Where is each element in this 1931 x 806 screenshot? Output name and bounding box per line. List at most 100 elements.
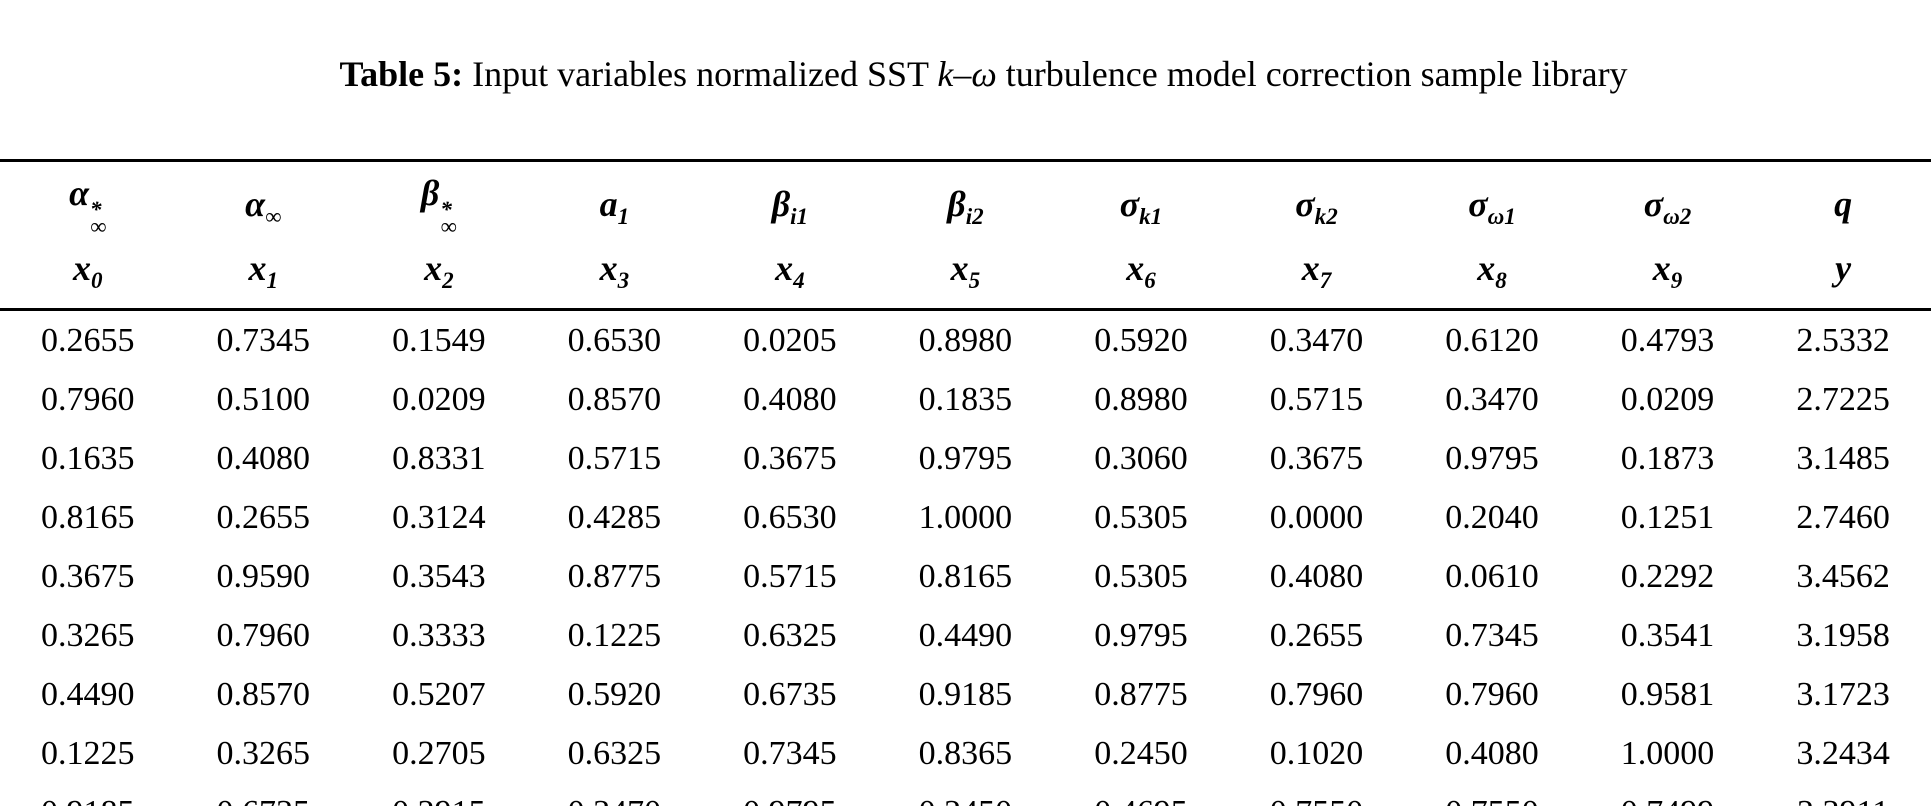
- table-cell: 0.6325: [743, 616, 837, 654]
- table-cell: 0.3470: [1445, 380, 1539, 418]
- table-cell: 0.8165: [41, 498, 135, 536]
- table-cell: 0.1251: [1620, 498, 1715, 536]
- column-variable-4: x4: [775, 248, 805, 294]
- table-cell: 0.5305: [1094, 557, 1188, 595]
- table-cell: 0.0209: [392, 380, 486, 418]
- table-cell: 0.4080: [743, 380, 837, 418]
- table-cell: 0.8980: [918, 321, 1013, 359]
- table-cell: 0.8980: [1094, 380, 1188, 418]
- table-cell: 0.3124: [392, 498, 486, 536]
- table-row: 0.1225 0.3265 0.2705 0.6325 0.7345 0.8365 0.24…: [0, 724, 1931, 783]
- table-row: 0.91850.67350.29150.34700.97950.24500.46…: [0, 783, 1931, 806]
- table-cell: 0.6735: [743, 675, 837, 713]
- table-cell: 0.4793: [1620, 321, 1715, 359]
- table-cell: 0.4490: [918, 616, 1013, 654]
- header-row-symbols: α * ∞ α∞ β * ∞ a1 βi1 βi2 σk1 σk2 σω1 σω2 q: [0, 161, 1931, 239]
- table-cell: 0.6120: [1445, 321, 1539, 359]
- table-cell: 0.7345: [1445, 616, 1539, 654]
- variable-subscript: 4: [793, 267, 805, 294]
- caption-text-after: turbulence model correction sample libra…: [996, 54, 1628, 94]
- table-cell: 0.1635: [41, 439, 135, 477]
- variable-subscript: 3: [617, 267, 630, 294]
- symbol-subscript: ∞: [265, 203, 282, 230]
- table-row: 0.3675 0.9590 0.3543 0.8775 0.5715 0.8165 0.53…: [0, 547, 1931, 606]
- sample-library-table: α * ∞ α∞ β * ∞ a1 βi1 βi2 σk1 σk2 σω1 σω2 q x0 x1 x2 x3 x4 x…: [0, 159, 1931, 806]
- table-cell: 0.8570: [216, 675, 311, 713]
- table-cell: 0.2450: [878, 783, 1054, 806]
- table-cell: 0.6325: [567, 734, 662, 772]
- table-cell: 0.5920: [567, 675, 662, 713]
- table-cell: 0.4080: [1269, 557, 1364, 595]
- table-cell: 3.1958: [1796, 616, 1890, 654]
- column-variable-5: x5: [950, 248, 981, 294]
- column-symbol-6: σk1: [1119, 184, 1163, 230]
- column-variable-6: x6: [1126, 248, 1156, 294]
- table-header: α * ∞ α∞ β * ∞ a1 βi1 βi2 σk1 σk2 σω1 σω2 q x0 x1 x2 x3 x4 x…: [0, 161, 1931, 310]
- table-cell: 0.8365: [918, 734, 1013, 772]
- table-cell: 0.5715: [743, 557, 837, 595]
- column-variable-3: x3: [599, 248, 630, 294]
- table-cell: 0.1873: [1620, 439, 1715, 477]
- column-symbol-9: σω2: [1643, 184, 1692, 230]
- table-cell: 0.4695: [1053, 783, 1229, 806]
- column-symbol-10: q: [1834, 184, 1853, 224]
- column-symbol-4: βi1: [771, 184, 809, 230]
- table-cell: 0.2655: [216, 498, 311, 536]
- symbol-subscript: i1: [790, 203, 809, 230]
- table-cell: 2.7460: [1796, 498, 1890, 536]
- table-cell: 0.8775: [567, 557, 662, 595]
- table-cell: 1.0000: [918, 498, 1013, 536]
- variable-subscript: 8: [1495, 267, 1507, 294]
- table-cell: 0.7550: [1404, 783, 1580, 806]
- table-cell: 2.7225: [1796, 380, 1890, 418]
- table-cell: 0.9795: [702, 783, 878, 806]
- table-cell: 0.2292: [1620, 557, 1715, 595]
- variable-subscript: 9: [1670, 267, 1683, 294]
- table-cell: 0.9590: [216, 557, 311, 595]
- table-cell: 0.9795: [1094, 616, 1188, 654]
- table-row: 0.3265 0.7960 0.3333 0.1225 0.6325 0.4490 0.97…: [0, 606, 1931, 665]
- table-cell: 0.4080: [1445, 734, 1539, 772]
- table-cell: 0.0610: [1445, 557, 1539, 595]
- table-cell: 0.8775: [1094, 675, 1188, 713]
- table-cell: 3.1723: [1796, 675, 1890, 713]
- variable-subscript: 5: [968, 267, 981, 294]
- column-variable-2: x2: [424, 248, 454, 294]
- table-cell: 0.3470: [1269, 321, 1364, 359]
- table-cell: 2.3911: [1755, 783, 1931, 806]
- table-cell: 0.3265: [216, 734, 311, 772]
- table-cell: 0.3543: [392, 557, 486, 595]
- column-variable-1: x1: [248, 248, 279, 294]
- table-cell: 0.7345: [216, 321, 311, 359]
- table-cell: 0.0000: [1269, 498, 1364, 536]
- table-cell: 0.3541: [1620, 616, 1715, 654]
- table-cell: 0.8570: [567, 380, 662, 418]
- variable-subscript: 7: [1319, 267, 1332, 294]
- table-cell: 0.7550: [1229, 783, 1405, 806]
- table-cell: 1.0000: [1620, 734, 1715, 772]
- table-cell: 0.1835: [918, 380, 1013, 418]
- table-cell: 0.3675: [41, 557, 135, 595]
- symbol-subscript: i2: [965, 203, 984, 230]
- table-cell: 0.6735: [176, 783, 352, 806]
- table-row: 0.8165 0.2655 0.3124 0.4285 0.6530 1.0000 0.53…: [0, 488, 1931, 547]
- caption-text-before: Input variables normalized SST: [463, 54, 938, 94]
- table-cell: 0.2655: [1269, 616, 1364, 654]
- table-cell: 0.9581: [1620, 675, 1715, 713]
- table-cell: 2.5332: [1796, 321, 1890, 359]
- column-symbol-8: σω1: [1468, 184, 1516, 230]
- table-cell: 0.7960: [216, 616, 311, 654]
- symbol-subscript: 1: [617, 203, 630, 230]
- table-cell: 0.1020: [1269, 734, 1364, 772]
- header-row-variables: x0 x1 x2 x3 x4 x5 x6 x7 x8 x9 y: [0, 238, 1931, 310]
- table-cell: 0.1549: [392, 321, 486, 359]
- table-cell: 0.1225: [41, 734, 135, 772]
- column-symbol-0: α * ∞: [69, 173, 107, 240]
- table-cell: 0.1225: [567, 616, 662, 654]
- table-cell: 0.8331: [392, 439, 486, 477]
- table-row: 0.2655 0.7345 0.1549 0.6530 0.0205 0.8980 0.59…: [0, 310, 1931, 371]
- column-symbol-2: β * ∞: [420, 173, 457, 240]
- table-cell: 0.5305: [1094, 498, 1188, 536]
- table-cell: 3.1485: [1796, 439, 1890, 477]
